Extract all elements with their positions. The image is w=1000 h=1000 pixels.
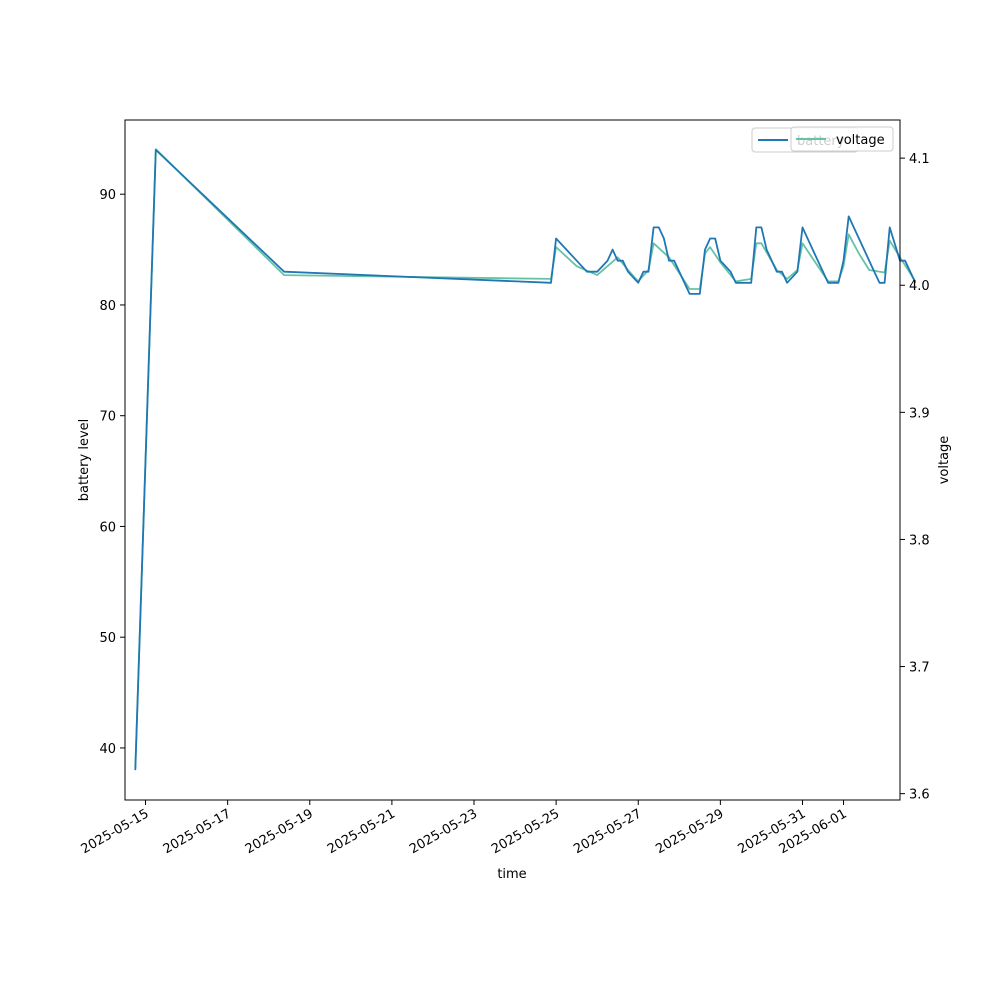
y-axis-left-label: battery level [77, 419, 92, 502]
y-left-tick-label: 90 [99, 188, 116, 203]
y-axis-left: 40 50 60 70 80 90 [99, 188, 125, 757]
legend-voltage-label: voltage [836, 133, 885, 148]
y-axis-right: 3.6 3.7 3.8 3.9 4.0 4.1 [900, 152, 930, 803]
series-line-battery [134, 149, 917, 771]
y-left-tick-label: 40 [99, 742, 116, 757]
x-axis-label: time [497, 867, 526, 882]
y-right-tick-label: 3.6 [909, 788, 930, 803]
y-right-tick-label: 3.9 [909, 406, 930, 421]
y-left-tick-label: 60 [99, 520, 116, 535]
plot-frame [124, 119, 901, 801]
y-left-tick-label: 80 [99, 299, 116, 314]
y-right-tick-label: 4.0 [909, 279, 930, 294]
legend-voltage: voltage [790, 126, 894, 152]
series-layer [134, 148, 917, 771]
series-line-voltage [134, 148, 917, 769]
y-right-tick-label: 3.8 [909, 533, 930, 548]
y-right-tick-label: 4.1 [909, 152, 930, 167]
y-left-tick-label: 50 [99, 631, 116, 646]
legend-voltage-box [790, 126, 894, 152]
y-left-tick-label: 70 [99, 410, 116, 425]
y-right-tick-label: 3.7 [909, 661, 930, 676]
y-axis-right-label: voltage [937, 436, 952, 485]
